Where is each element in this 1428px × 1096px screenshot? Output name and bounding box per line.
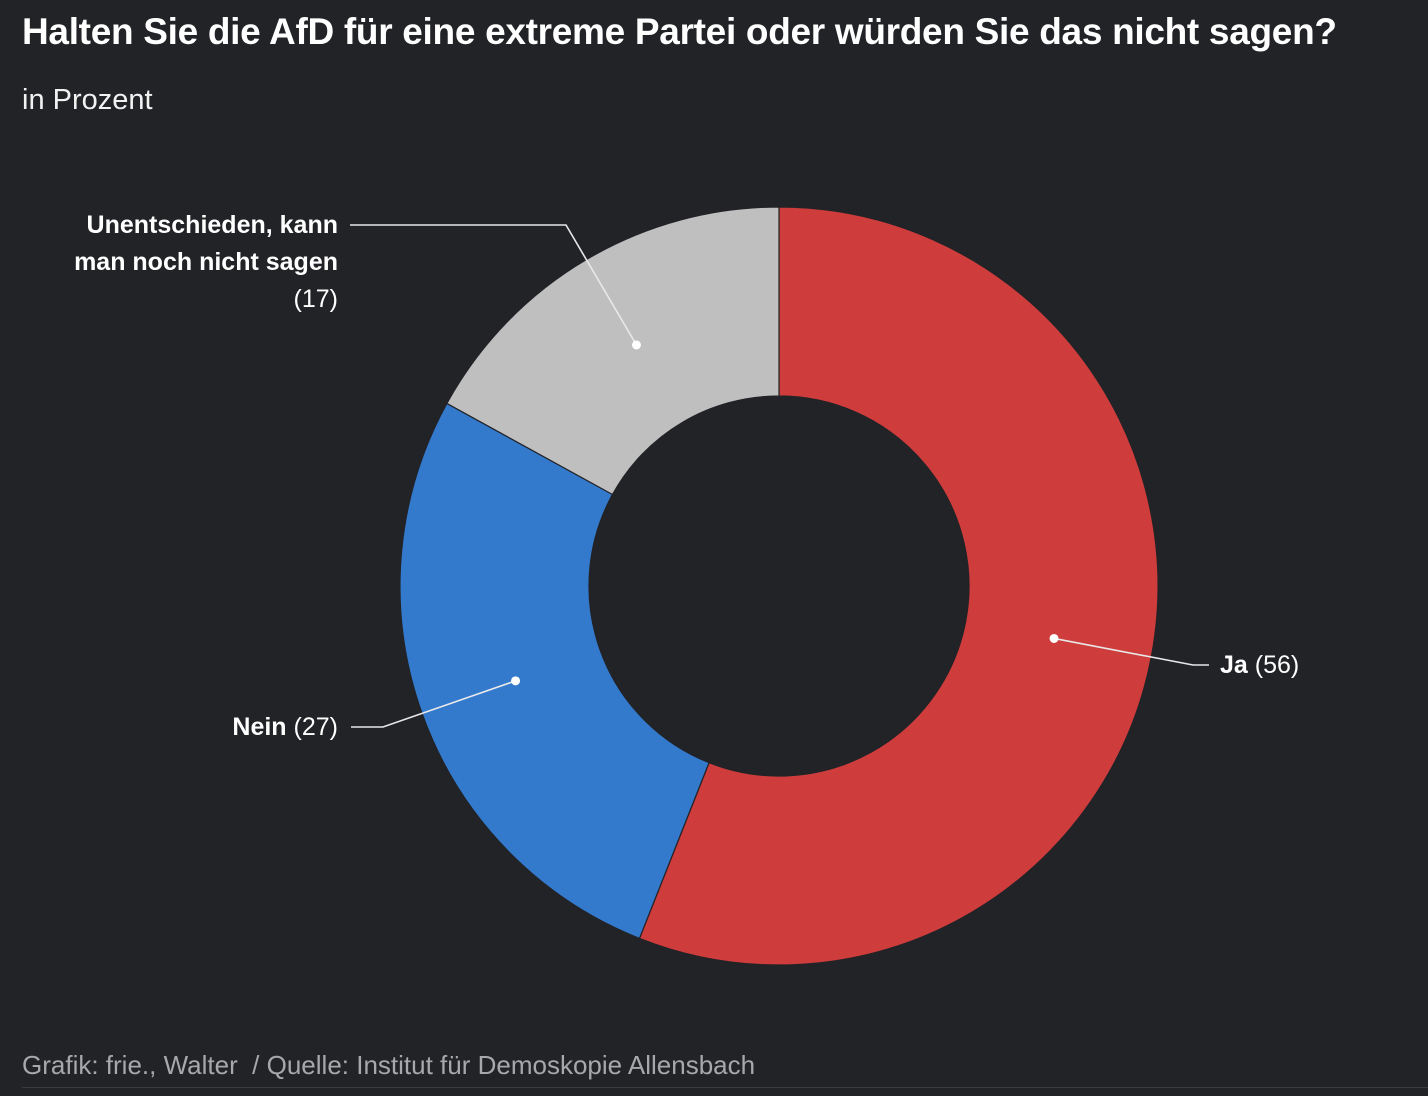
- slice-label-nein: Nein (27): [232, 713, 338, 741]
- leader-line-nein: [351, 680, 516, 728]
- slice-label-unentschieden: Unentschieden, kann man noch nicht sagen(…: [74, 211, 338, 313]
- leader-dot-nein: [511, 676, 521, 686]
- donut-slice-nein: [399, 402, 710, 940]
- donut-slices: [399, 206, 1159, 966]
- donut-labels: Ja (56) Nein (27) Unentschieden, kann man n…: [74, 211, 1299, 741]
- donut-slice-ja: [638, 206, 1159, 966]
- leader-line-ja: [1053, 637, 1209, 666]
- chart-subtitle: in Prozent: [22, 84, 153, 116]
- leader-dot-unentschieden: [631, 340, 641, 350]
- leader-dot-ja: [1049, 633, 1059, 643]
- donut-chart: Ja (56) Nein (27) Unentschieden, kann man n…: [74, 206, 1299, 966]
- chart-source: Grafik: frie., Walter / Quelle: Institut…: [22, 1050, 756, 1080]
- slice-label-ja: Ja (56): [1220, 651, 1299, 679]
- chart-title: Halten Sie die AfD für eine extreme Part…: [22, 11, 1337, 52]
- donut-slice-unentschieden: [446, 206, 780, 496]
- footer-divider: [22, 1087, 1428, 1088]
- leader-line-unentschieden: [350, 224, 638, 346]
